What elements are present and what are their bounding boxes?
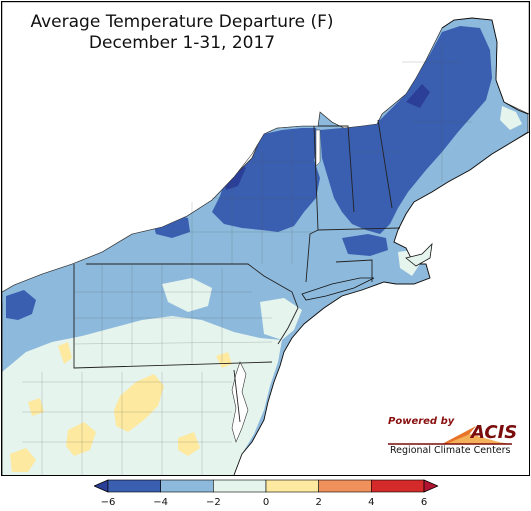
region-near-normal-nj	[260, 298, 302, 340]
colorbar-tick-label: −4	[153, 497, 169, 508]
lake-champlain	[315, 129, 321, 167]
colorbar-tick-label: −6	[100, 497, 116, 508]
title-line-2: December 1-31, 2017	[88, 33, 276, 53]
colorbar-tick-label: −2	[205, 497, 221, 508]
title-line-1: Average Temperature Departure (F)	[30, 12, 334, 32]
region-above-0-oh	[28, 398, 44, 416]
colorbar-tick-label: 0	[262, 497, 270, 508]
region-near-normal-me	[500, 106, 522, 130]
colorbar-bin	[318, 479, 372, 493]
map-title: Average Temperature Departure (F) Decemb…	[2, 12, 362, 54]
region-near-normal-pa	[162, 278, 212, 312]
region-above-0-wv-3	[10, 448, 36, 472]
colorbar-tick-label: 6	[420, 497, 428, 508]
colorbar-bin	[265, 479, 319, 493]
colorbar-under-arrow	[94, 479, 109, 493]
logo-powered-by: Powered by	[388, 416, 455, 427]
colorbar-tick-label: 4	[368, 497, 375, 508]
color-legend: −6 −4 −2 0 2 4 6	[94, 477, 438, 511]
colorbar-bar	[94, 479, 438, 493]
region-below-minus4-west	[6, 290, 36, 320]
acis-swoosh-icon	[388, 426, 512, 445]
cape-cod	[405, 242, 433, 267]
logo-subtitle: Regional Climate Centers	[390, 445, 511, 456]
state-boundaries	[2, 119, 401, 475]
colorbar-bin	[160, 479, 214, 493]
region-above-0-pa	[58, 342, 72, 364]
temperature-departure-map	[2, 2, 529, 475]
acis-logo: Powered by ACIS Regional Climate Centers	[386, 414, 518, 460]
region-below-minus4-ne	[320, 26, 492, 234]
long-island	[301, 277, 375, 301]
colorbar-bin	[107, 479, 161, 493]
region-above-0-wv-2	[66, 422, 96, 456]
region-above-0-va	[178, 432, 200, 456]
atlantic-ocean	[234, 132, 529, 475]
colorbar-bin	[371, 479, 425, 493]
colorbar-tick-label: 2	[315, 497, 322, 508]
region-above-0-wv-1	[114, 374, 164, 432]
colorbar-bin	[213, 479, 267, 493]
logo-brand: ACIS	[471, 422, 518, 443]
region-darkest-2	[406, 84, 430, 108]
coastline	[233, 17, 529, 475]
map-panel: Average Temperature Departure (F) Decemb…	[1, 1, 530, 476]
region-below-minus4-massachusetts	[342, 234, 388, 256]
county-lines	[22, 42, 472, 475]
colorbar-over-arrow	[423, 479, 438, 493]
chesapeake-bay	[231, 361, 249, 443]
